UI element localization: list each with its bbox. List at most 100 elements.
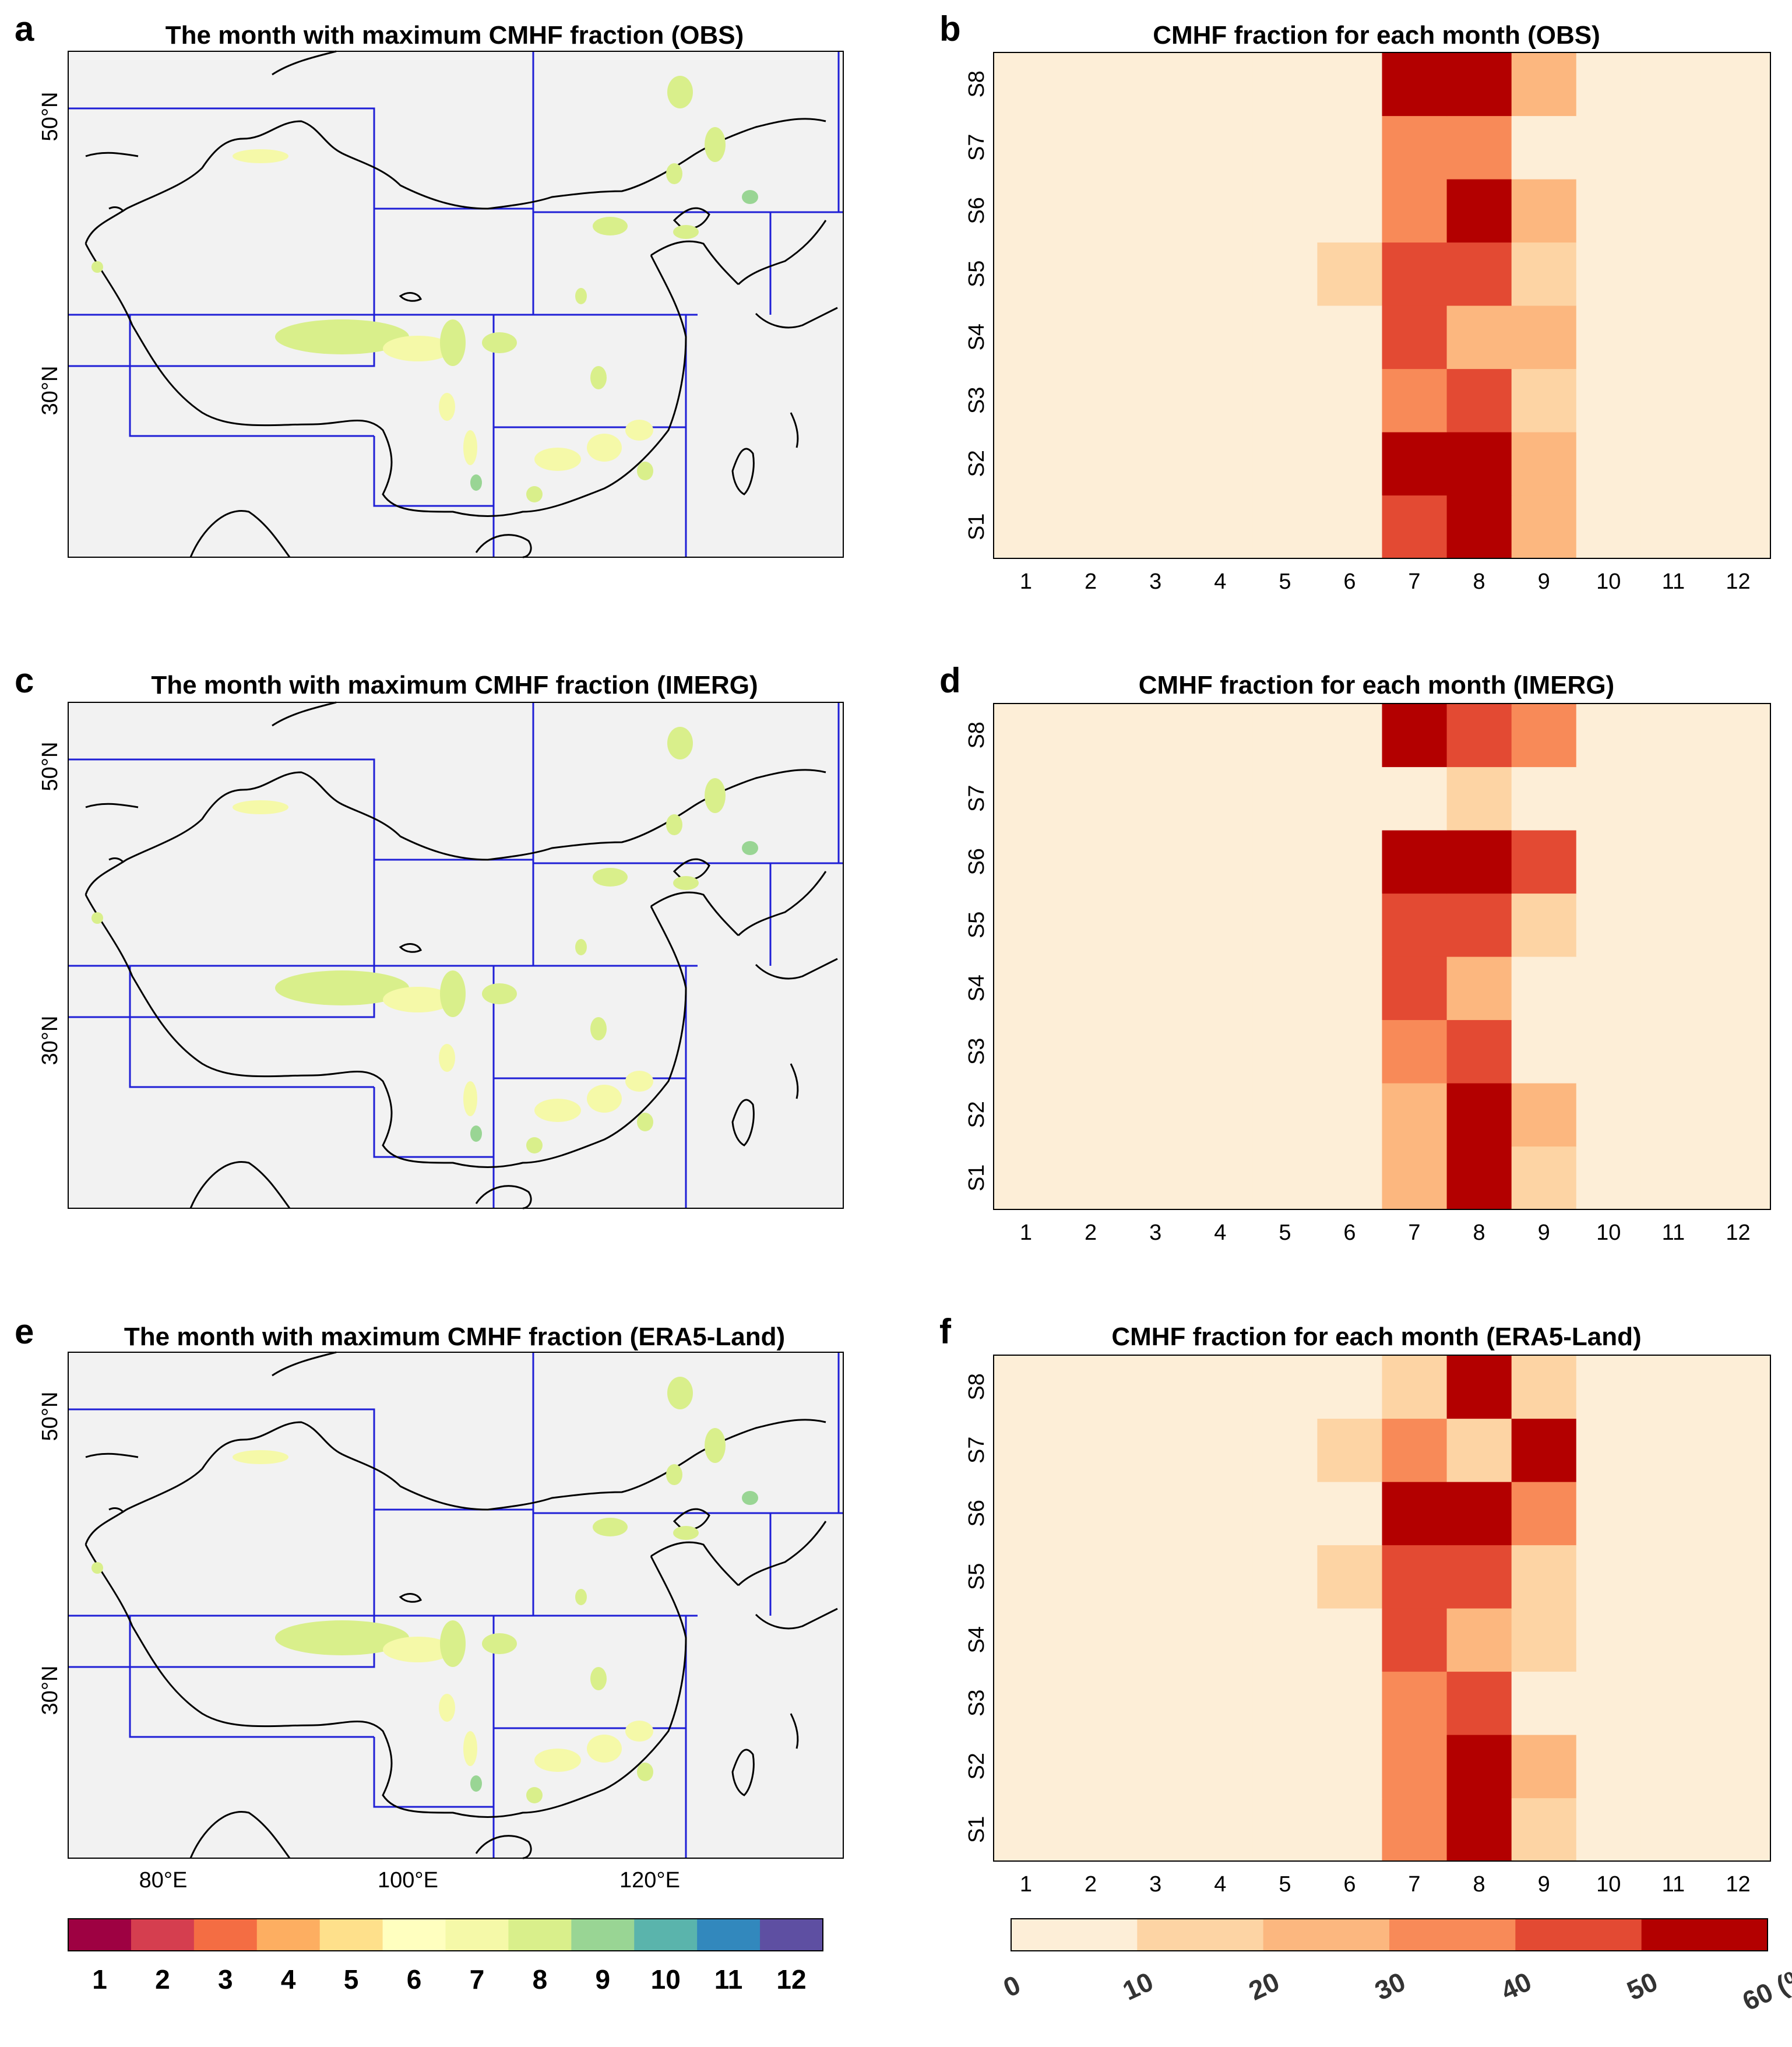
heatmap-cell-S7-m8 — [1446, 1418, 1512, 1482]
heatmap-cell-S3-m9 — [1511, 1019, 1577, 1084]
map-e — [67, 1351, 844, 1859]
heatmap-cell-S2-m2 — [1058, 432, 1124, 496]
panel-a-title: The month with maximum CMHF fraction (OB… — [166, 21, 744, 50]
heatmap-cell-S2-m11 — [1640, 1083, 1706, 1147]
heatmap-cell-S7-m5 — [1252, 1418, 1318, 1482]
heatmap-cell-S1-m8 — [1446, 495, 1512, 559]
heatmap-cell-S8-m4 — [1188, 52, 1253, 117]
heatmap-cell-S2-m8 — [1446, 1083, 1512, 1147]
panel-f: f CMHF fraction for each month (ERA5-Lan… — [939, 1312, 1771, 1897]
month-swatch-4 — [256, 1919, 321, 1951]
heatmap-cell-S2-m8 — [1446, 432, 1512, 496]
heatmap-cell-S2-m10 — [1576, 1083, 1642, 1147]
heatmap-cell-S8-m7 — [1382, 1355, 1448, 1419]
x-tick-label: 11 — [1662, 1221, 1685, 1245]
heatmap-cell-S3-m10 — [1576, 368, 1642, 432]
heatmap-cell-S7-m5 — [1252, 115, 1318, 180]
x-tick-label: 6 — [1343, 1872, 1356, 1897]
heatmap-cell-S2-m7 — [1382, 1735, 1448, 1799]
heatmap-cell-S1-m9 — [1511, 1798, 1577, 1862]
heatmap-cell-S5-m1 — [994, 242, 1059, 306]
heatmap-cell-S6-m2 — [1058, 1482, 1124, 1546]
heatmap-cell-S1-m11 — [1640, 1146, 1706, 1210]
heatmap-cell-S4-m8 — [1446, 305, 1512, 370]
heatmap-cell-S4-m5 — [1252, 956, 1318, 1021]
heatmap-cell-S8-m2 — [1058, 52, 1124, 117]
heatmap-cell-S1-m2 — [1058, 1146, 1124, 1210]
heatmap-cell-S1-m5 — [1252, 1798, 1318, 1862]
lat-label-50-c: 50°N — [38, 742, 62, 792]
lat-label-50-a: 50°N — [38, 92, 62, 142]
heatmap-cell-S3-m4 — [1188, 368, 1253, 432]
fraction-swatch-20 — [1263, 1919, 1390, 1951]
heatmap-cell-S5-m5 — [1252, 893, 1318, 957]
heatmap-cell-S4-m4 — [1188, 1608, 1253, 1672]
heatmap-cell-S1-m8 — [1446, 1798, 1512, 1862]
x-tick-label: 1 — [1020, 569, 1032, 594]
heatmap-cell-S5-m12 — [1705, 1545, 1771, 1609]
heatmap-cell-S5-m9 — [1511, 1545, 1577, 1609]
heatmap-cell-S6-m10 — [1576, 1482, 1642, 1546]
lat-label-50-e: 50°N — [38, 1392, 62, 1441]
heatmap-cell-S8-m9 — [1511, 704, 1577, 768]
heatmap-cell-S7-m7 — [1382, 115, 1448, 180]
heatmap-cell-S6-m9 — [1511, 830, 1577, 894]
heatmap-cell-S2-m7 — [1382, 1083, 1448, 1147]
heatmap-cell-S1-m6 — [1317, 1146, 1383, 1210]
heatmap-cell-S5-m10 — [1576, 1545, 1642, 1609]
heatmap-cell-S3-m8 — [1446, 1019, 1512, 1084]
heatmap-cell-S2-m11 — [1640, 1735, 1706, 1799]
heatmap-cell-S3-m4 — [1188, 1019, 1253, 1084]
heatmap-cell-S8-m6 — [1317, 1355, 1383, 1419]
x-tick-label: 10 — [1596, 569, 1621, 594]
heatmap-cell-S5-m12 — [1705, 893, 1771, 957]
x-tick-label: 12 — [1726, 1872, 1750, 1897]
heatmap-cell-S2-m4 — [1188, 1083, 1253, 1147]
x-tick-label: 12 — [1726, 569, 1750, 594]
heatmap-cell-S2-m5 — [1252, 432, 1318, 496]
heatmap-cell-S5-m3 — [1123, 1545, 1188, 1609]
heatmap-cell-S3-m5 — [1252, 1671, 1318, 1735]
heatmap-cell-S1-m12 — [1705, 1798, 1771, 1862]
heatmap-cell-S6-m5 — [1252, 179, 1318, 243]
heatmap-cell-S6-m7 — [1382, 1482, 1448, 1546]
heatmap-cell-S1-m6 — [1317, 495, 1383, 559]
month-colorbar: 1 2 3 4 5 6 7 8 9 10 11 12 — [68, 1918, 823, 1995]
heatmap-cell-S3-m6 — [1317, 1671, 1383, 1735]
x-tick-label: 10 — [1596, 1221, 1621, 1245]
heatmap-cell-S3-m3 — [1123, 368, 1188, 432]
heatmap-cell-S3-m8 — [1446, 1671, 1512, 1735]
fraction-colorbar: 0 10 20 30 40 50 60 (%) — [999, 1918, 1792, 2017]
heatmap-cell-S5-m2 — [1058, 242, 1124, 306]
fraction-swatch-50 — [1641, 1919, 1768, 1951]
heatmap-cell-S3-m10 — [1576, 1019, 1642, 1084]
lat-label-30-c: 30°N — [38, 1016, 62, 1065]
heatmap-cell-S7-m7 — [1382, 766, 1448, 831]
heatmap-cell-S4-m2 — [1058, 305, 1124, 370]
heatmap-cell-S8-m5 — [1252, 52, 1318, 117]
heatmap-cell-S2-m4 — [1188, 432, 1253, 496]
heatmap-cell-S6-m9 — [1511, 1482, 1577, 1546]
panel-e-title: The month with maximum CMHF fraction (ER… — [124, 1323, 785, 1351]
heatmap-cell-S8-m11 — [1640, 52, 1706, 117]
heatmap-cell-S5-m7 — [1382, 893, 1448, 957]
heatmap-cell-S7-m4 — [1188, 115, 1253, 180]
heatmap-cell-S1-m2 — [1058, 495, 1124, 559]
x-tick-label: 7 — [1408, 1221, 1420, 1245]
panel-letter-e: e — [15, 1312, 34, 1351]
heatmap-cell-S2-m6 — [1317, 1083, 1383, 1147]
month-colorbar-label: 3 — [218, 1964, 233, 1995]
heatmap-cell-S4-m11 — [1640, 305, 1706, 370]
y-tick-label: S4 — [964, 1626, 989, 1653]
heatmap-frame — [993, 1355, 1771, 1862]
heatmap-cell-S6-m6 — [1317, 1482, 1383, 1546]
month-colorbar-label: 6 — [407, 1964, 422, 1995]
y-tick-label: S7 — [964, 134, 989, 161]
heatmap-cell-S3-m7 — [1382, 368, 1448, 432]
heatmap-cell-S7-m3 — [1123, 115, 1188, 180]
heatmap-cell-S4-m3 — [1123, 956, 1188, 1021]
heatmap-cell-S4-m8 — [1446, 956, 1512, 1021]
heatmap-cell-S3-m1 — [994, 1671, 1059, 1735]
heatmap-cell-S7-m4 — [1188, 1418, 1253, 1482]
x-tick-label: 2 — [1085, 1221, 1097, 1245]
